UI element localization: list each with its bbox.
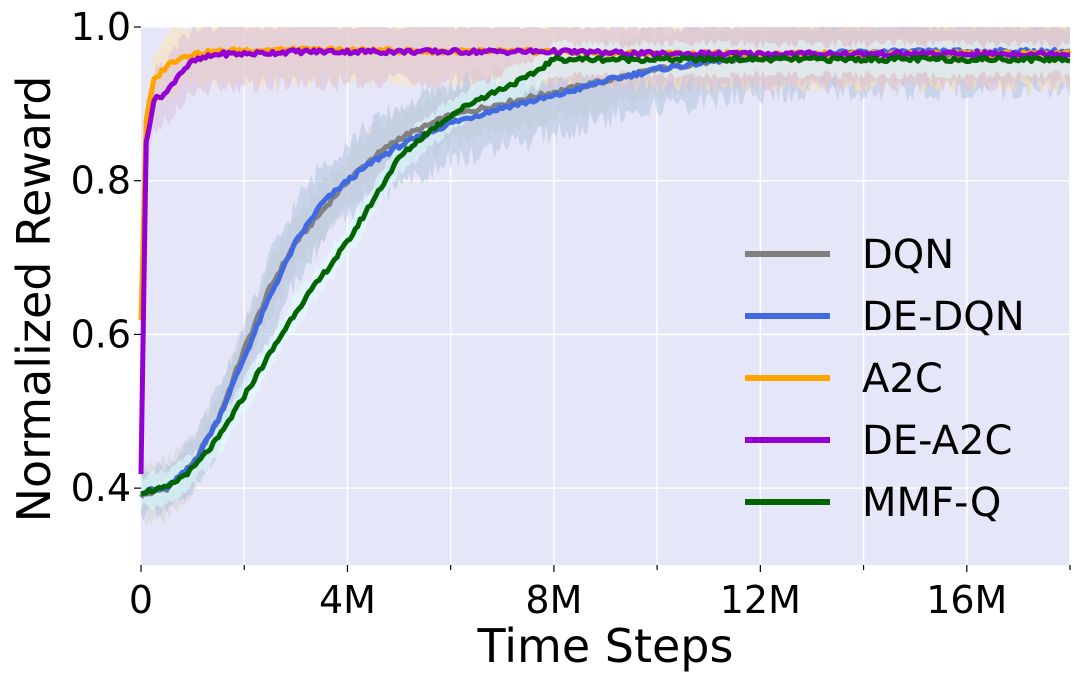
axes: 0 4M 8M 12M 16M 0.4 0.6 0.8 1.0	[71, 5, 1071, 622]
x-axis-label: Time Steps	[477, 619, 734, 673]
legend-label-dqn: DQN	[862, 232, 954, 278]
y-tick-label: 0.4	[71, 466, 131, 510]
x-tick-label: 0	[129, 578, 153, 622]
legend-label-de-a2c: DE-A2C	[862, 418, 1012, 464]
x-tick-label: 4M	[319, 578, 376, 622]
legend-label-mmf-q: MMF-Q	[862, 480, 1001, 526]
series-lines	[138, 45, 1072, 499]
x-tick-label: 8M	[525, 578, 582, 622]
x-tick-label: 12M	[720, 578, 801, 622]
y-tick-label: 0.6	[71, 312, 131, 356]
series-line-de-a2c	[138, 46, 1071, 475]
legend-label-de-dqn: DE-DQN	[862, 294, 1025, 340]
y-tick-label: 1.0	[71, 5, 131, 49]
legend-label-a2c: A2C	[862, 356, 943, 402]
x-tick-label: 16M	[926, 578, 1007, 622]
legend: DQN DE-DQN A2C DE-A2C MMF-Q	[745, 232, 1025, 526]
band-de-dqn	[141, 27, 1070, 522]
series-line-mmf-q	[140, 54, 1071, 497]
y-tick-label: 0.8	[71, 159, 131, 203]
grid-lines	[141, 26, 1071, 565]
y-axis-label: Normalized Reward	[7, 76, 61, 523]
